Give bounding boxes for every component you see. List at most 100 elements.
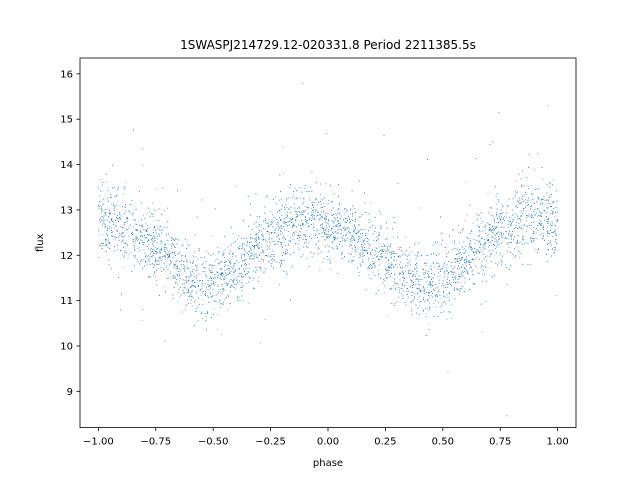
data-point — [496, 208, 498, 210]
data-point — [252, 287, 254, 289]
data-point — [234, 262, 236, 264]
data-point — [222, 254, 224, 256]
data-point — [154, 264, 155, 266]
data-point — [208, 301, 210, 303]
data-point — [542, 238, 544, 240]
data-point — [302, 83, 304, 84]
data-point — [333, 226, 335, 227]
data-point — [303, 234, 305, 236]
data-point — [259, 255, 260, 257]
data-point — [164, 259, 166, 260]
data-point — [405, 304, 407, 306]
data-point — [477, 235, 479, 237]
data-point — [414, 268, 416, 270]
data-point — [300, 227, 302, 229]
data-point — [513, 219, 514, 221]
data-point — [127, 217, 129, 218]
data-point — [237, 282, 239, 283]
data-point — [501, 237, 503, 238]
data-point — [166, 239, 168, 241]
data-point — [171, 237, 173, 239]
data-point — [208, 264, 210, 266]
data-point — [407, 265, 409, 267]
data-point — [336, 224, 338, 226]
data-point — [305, 220, 307, 222]
data-point — [465, 245, 467, 247]
data-point — [327, 250, 329, 252]
data-point — [308, 196, 310, 198]
data-point — [305, 234, 307, 236]
data-point — [163, 268, 165, 270]
data-point — [454, 266, 456, 268]
data-point — [364, 255, 366, 256]
data-point — [136, 239, 138, 241]
data-point — [506, 250, 508, 251]
data-point — [531, 199, 533, 201]
data-point — [137, 261, 139, 263]
data-point — [442, 280, 444, 282]
data-point — [267, 231, 269, 233]
data-point — [131, 199, 133, 201]
data-point — [476, 257, 478, 259]
data-point — [281, 247, 283, 249]
data-point — [485, 243, 486, 245]
data-point — [137, 247, 139, 249]
data-point — [271, 249, 273, 251]
data-point — [362, 242, 364, 244]
data-point — [516, 225, 517, 227]
data-point — [101, 209, 103, 211]
data-point — [309, 218, 311, 220]
data-point — [250, 234, 251, 235]
data-point — [288, 197, 290, 199]
data-point — [517, 218, 519, 220]
data-point — [547, 233, 549, 234]
data-point — [111, 232, 113, 233]
data-point — [267, 241, 268, 243]
data-point — [285, 217, 287, 218]
data-point — [225, 275, 227, 277]
data-point — [217, 272, 218, 273]
data-point — [201, 287, 203, 289]
data-point — [399, 272, 401, 274]
data-point — [296, 190, 297, 192]
data-point — [554, 229, 556, 231]
data-point — [456, 288, 458, 290]
data-point — [306, 221, 308, 223]
data-point — [305, 206, 307, 208]
data-point — [556, 220, 558, 222]
data-point — [437, 268, 439, 270]
data-point — [242, 300, 244, 302]
data-point — [250, 248, 251, 250]
data-point — [121, 241, 123, 243]
data-point — [321, 203, 322, 205]
data-point — [428, 309, 430, 311]
data-point — [368, 259, 370, 261]
data-point — [272, 258, 274, 260]
data-point — [293, 191, 295, 192]
data-point — [223, 278, 225, 279]
data-point — [362, 259, 364, 260]
data-point — [479, 231, 481, 233]
data-point — [210, 271, 212, 273]
data-point — [481, 230, 483, 232]
data-point — [393, 285, 394, 287]
data-point — [556, 200, 558, 202]
data-point — [155, 251, 157, 253]
data-point — [410, 272, 412, 274]
data-point — [499, 215, 501, 217]
data-point — [491, 231, 493, 233]
data-point — [288, 240, 290, 241]
data-point — [114, 196, 116, 197]
data-point — [447, 274, 449, 276]
data-point — [448, 261, 450, 262]
data-point — [250, 277, 251, 279]
data-point — [229, 251, 231, 252]
data-point — [217, 275, 219, 276]
data-point — [204, 267, 206, 269]
data-point — [115, 217, 117, 219]
data-point — [192, 280, 194, 282]
data-point — [367, 266, 369, 268]
data-point — [98, 205, 100, 207]
data-point — [377, 239, 379, 241]
data-point — [491, 215, 493, 216]
